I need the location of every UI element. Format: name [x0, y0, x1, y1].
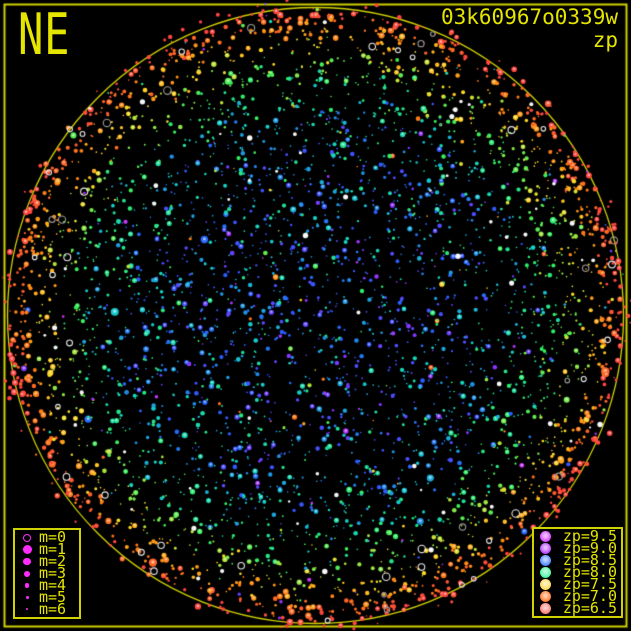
zp-color-marker-icon [534, 602, 556, 614]
zp-color-marker-icon [534, 543, 556, 555]
legend-zp-row: zp=6.5 [534, 598, 621, 617]
legend-m-row: m=6 [15, 599, 79, 618]
legend-zp-label: zp=9.0 [562, 539, 617, 558]
chart-subtitle: zp [592, 28, 618, 53]
filled-circle-marker-icon [15, 570, 39, 577]
legend-m-label: m=2 [39, 552, 67, 571]
filled-circle-marker-icon [15, 545, 39, 555]
title-block: 03k60967o0339w zp [440, 5, 618, 53]
legend-zp-row: zp=7.0 [534, 586, 621, 605]
zp-color-marker-icon [534, 590, 556, 602]
legend-m-label: m=3 [39, 564, 67, 583]
filled-circle-marker-icon [15, 583, 39, 588]
legend-magnitude-box: m=0 m=1 m=2 m=3 m=4 m=5 m=6 [13, 528, 81, 620]
zp-color-marker-icon [534, 567, 556, 579]
open-circle-marker-icon [15, 533, 39, 543]
zp-color-marker-icon [534, 531, 556, 543]
legend-zp-label: zp=8.5 [562, 551, 617, 570]
legend-m-label: m=1 [39, 540, 67, 559]
filled-circle-marker-icon [15, 595, 39, 599]
zp-color-marker-icon [534, 579, 556, 590]
legend-zp-label: zp=8.0 [562, 563, 617, 582]
legend-m-label: m=6 [39, 599, 67, 618]
zp-color-marker-icon [534, 555, 556, 567]
filled-circle-marker-icon [15, 608, 39, 611]
legend-zp-row: zp=9.0 [534, 539, 621, 558]
legend-zp-label: zp=6.5 [562, 598, 617, 617]
legend-zp-row: zp=8.0 [534, 563, 621, 582]
legend-m-row: m=0 [15, 528, 79, 547]
legend-m-label: m=5 [39, 587, 67, 606]
field-corner-label: NE [18, 2, 71, 68]
legend-m-row: m=2 [15, 552, 79, 571]
legend-zeropoint-box: zp=9.5 zp=9.0 zp=8.5 zp=8.0 zp=7.5 zp=7.0 zp=6… [532, 527, 623, 619]
legend-m-row: m=5 [15, 587, 79, 606]
chart-title: 03k60967o0339w [440, 5, 618, 29]
legend-m-label: m=4 [39, 576, 67, 595]
legend-zp-row: zp=8.5 [534, 551, 621, 570]
legend-zp-label: zp=7.0 [562, 586, 617, 605]
legend-zp-row: zp=7.5 [534, 575, 621, 594]
legend-m-row: m=1 [15, 540, 79, 559]
filled-circle-marker-icon [15, 557, 39, 566]
legend-zp-row: zp=9.5 [534, 527, 621, 546]
legend-m-row: m=4 [15, 576, 79, 595]
legend-m-label: m=0 [39, 528, 67, 547]
legend-m-row: m=3 [15, 564, 79, 583]
legend-zp-label: zp=9.5 [562, 527, 617, 546]
legend-zp-label: zp=7.5 [562, 575, 617, 594]
